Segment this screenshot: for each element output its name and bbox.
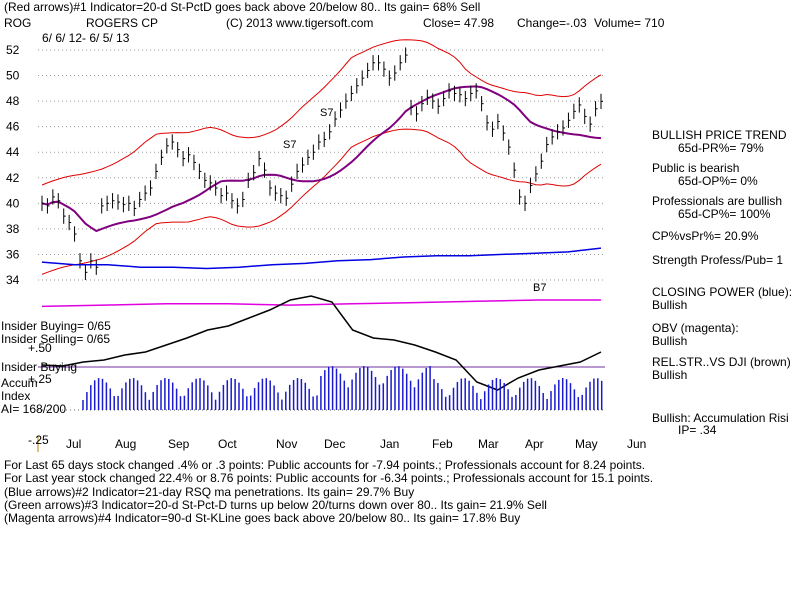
close-price: Close= 47.98 (423, 16, 495, 30)
annotation-s7-nov2: S7 (320, 107, 334, 119)
y-tick-label-52: 52 (6, 43, 20, 57)
annotation-b7: B7 (533, 282, 547, 294)
pr-value: 65d-PR%= 79% (678, 141, 764, 155)
cp-value: 65d-CP%= 100% (678, 207, 771, 221)
cp-vs-pr: CP%vsPr%= 20.9% (652, 229, 759, 243)
date-range: 6/ 6/ 12- 6/ 5/ 13 (42, 31, 130, 45)
insider-buying-label-2: Insider Buying (1, 360, 78, 374)
relstr-label: REL.STR..VS DJI (brown) (652, 355, 791, 369)
op-value: 65d-OP%= 0% (678, 174, 758, 188)
prof-title: Professionals are bullish (652, 194, 783, 208)
footer-line-2: For Last year stock changed 22.4% or 8.7… (4, 471, 654, 485)
lower-band-line (41, 128, 602, 275)
moving-average-line (41, 85, 602, 233)
public-title: Public is bearish (652, 161, 740, 175)
accum-label: Accum (1, 376, 38, 390)
price-change: Change=-.03 (517, 16, 587, 30)
x-tick-label-feb: Feb (432, 437, 453, 451)
obv-label: OBV (magenta): (652, 321, 739, 335)
indicator-1-line: (Red arrows)#1 Indicator=20-d St-PctD go… (4, 0, 481, 14)
x-tick-label-mar: Mar (478, 437, 499, 451)
upper-band-line (41, 39, 602, 186)
footer-line-1: For Last 65 days stock changed .4% or .3… (4, 458, 646, 472)
copyright: (C) 2013 www.tigersoft.com (226, 16, 374, 30)
tick-plus-50: +.50 (28, 341, 52, 355)
accum-status: Bullish: Accumulation Risi (652, 411, 789, 425)
y-tick-label-38: 38 (6, 222, 20, 236)
footer-line-4: (Green arrows)#3 Indicator=20-d St-Pct-D… (4, 498, 547, 512)
footer-line-5: (Magenta arrows)#4 Indicator=90-d St-KLi… (4, 511, 521, 525)
x-tick-label-jan: Jan (380, 437, 399, 451)
y-tick-label-50: 50 (6, 69, 20, 83)
obv-value: Bullish (652, 334, 688, 348)
company-name: ROGERS CP (86, 16, 159, 30)
x-tick-label-dec: Dec (324, 437, 345, 451)
trend-title: BULLISH PRICE TREND (652, 128, 787, 142)
volume: Volume= 710 (594, 16, 665, 30)
x-tick-label-may: May (575, 437, 598, 451)
closing-power-value: Bullish (652, 298, 688, 312)
index-label: Index (1, 389, 31, 403)
ip-value: IP= .34 (678, 423, 717, 437)
ticker-symbol: ROG (4, 16, 32, 30)
relstr-value: Bullish (652, 368, 688, 382)
x-tick-label-sep: Sep (168, 437, 190, 451)
x-tick-label-aug: Aug (115, 437, 136, 451)
insider-buying-label: Insider Buying= 0/65 (1, 319, 111, 333)
tick-minus-25: -.25 (28, 433, 49, 447)
x-tick-label-nov: Nov (276, 437, 297, 451)
y-tick-label-36: 36 (6, 247, 20, 261)
relative-strength-line (41, 295, 602, 391)
x-tick-label-jul: Jul (66, 437, 81, 451)
y-tick-label-42: 42 (6, 171, 20, 185)
closing-power-label: CLOSING POWER (blue): (652, 285, 793, 299)
x-tick-label-jun: Jun (627, 437, 646, 451)
x-tick-label-apr: Apr (525, 437, 544, 451)
strength-ratio: Strength Profess/Pub= 1 (652, 253, 784, 267)
y-tick-label-34: 34 (6, 273, 20, 287)
ai-value: AI= 168/200 (1, 402, 67, 416)
footer-line-3: (Blue arrows)#2 Indicator=21-day RSQ ma … (4, 485, 415, 499)
y-tick-label-40: 40 (6, 196, 20, 210)
obv-line (41, 299, 601, 308)
y-tick-label-48: 48 (6, 94, 20, 108)
y-tick-label-44: 44 (6, 145, 20, 159)
closing-power-line (41, 247, 602, 270)
insider-selling-label: Insider Selling= 0/65 (1, 332, 111, 346)
tick-plus-25: +.25 (28, 372, 52, 386)
y-tick-label-46: 46 (6, 120, 20, 134)
annotation-s7-nov: S7 (283, 139, 297, 151)
x-tick-label-oct: Oct (218, 437, 237, 451)
